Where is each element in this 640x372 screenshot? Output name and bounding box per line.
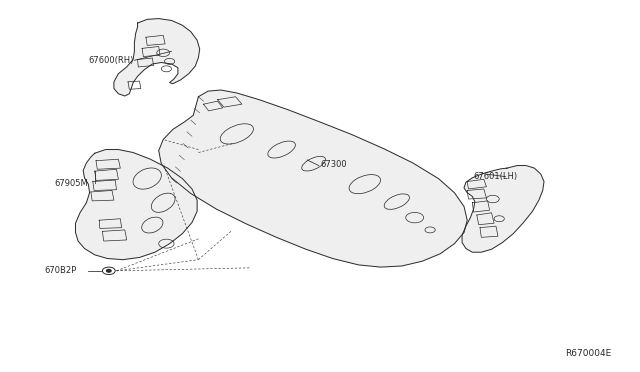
Circle shape xyxy=(107,269,111,272)
Text: 67905M: 67905M xyxy=(54,179,88,187)
Polygon shape xyxy=(114,19,200,96)
Polygon shape xyxy=(76,150,197,260)
Text: 67300: 67300 xyxy=(320,160,347,169)
Text: R670004E: R670004E xyxy=(565,349,611,358)
Text: 67601(LH): 67601(LH) xyxy=(474,172,518,181)
Polygon shape xyxy=(462,166,544,252)
Text: 670B2P: 670B2P xyxy=(45,266,77,275)
Polygon shape xyxy=(159,90,467,267)
Text: 67600(RH): 67600(RH) xyxy=(88,56,134,65)
